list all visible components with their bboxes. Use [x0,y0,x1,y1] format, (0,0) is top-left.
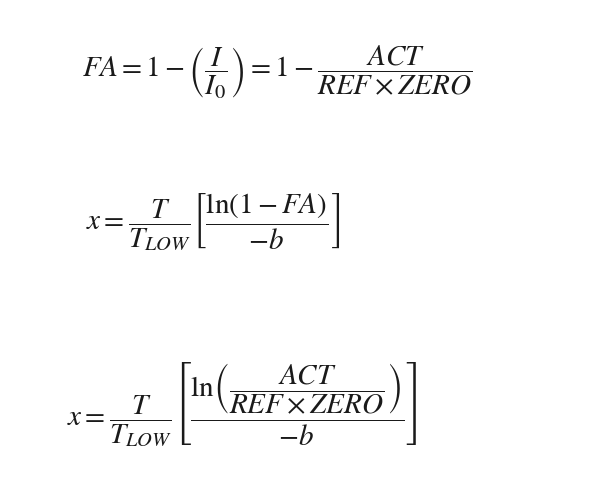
Text: $x = \dfrac{T}{T_{LOW}}\left[\dfrac{\ln\!\left(\dfrac{ACT}{REF \times ZERO}\righ: $x = \dfrac{T}{T_{LOW}}\left[\dfrac{\ln\… [67,360,418,448]
Text: $FA = 1 - \left(\dfrac{I}{I_0}\right) = 1 - \dfrac{ACT}{REF \times ZERO}$: $FA = 1 - \left(\dfrac{I}{I_0}\right) = … [83,44,473,101]
Text: $x = \dfrac{T}{T_{LOW}}\left[\dfrac{\ln(1 - FA)}{-b}\right]$: $x = \dfrac{T}{T_{LOW}}\left[\dfrac{\ln(… [86,192,340,252]
